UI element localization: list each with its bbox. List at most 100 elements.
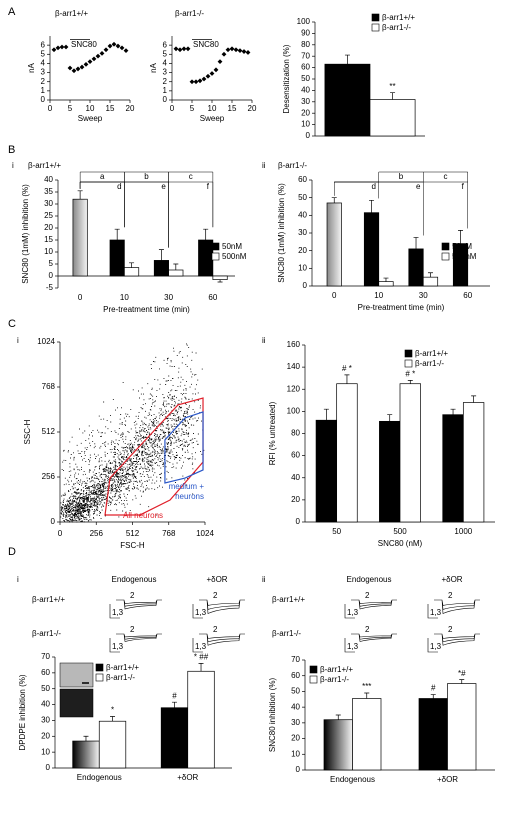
x-tick-label: 0 (78, 293, 83, 302)
y-tick-label: 25 (44, 211, 53, 220)
scale-bar (427, 638, 438, 653)
y-axis-label: SNC80 (1mM) inhibition (%) (21, 184, 30, 284)
x-tick-label: 0 (332, 291, 337, 300)
trace-label: 2 (365, 625, 370, 634)
error-bar (430, 694, 436, 699)
y-tick-label: 1024 (37, 337, 55, 346)
y-axis-label: nA (27, 62, 36, 72)
y-tick-label: 50 (298, 193, 307, 202)
trace-label: 2 (130, 625, 135, 634)
scale-bar (427, 604, 438, 619)
data-point (213, 67, 219, 73)
trace-label: 2 (130, 591, 135, 600)
scale-bar (344, 604, 355, 619)
y-tick-label: 5 (49, 259, 54, 268)
legend-swatch (309, 665, 318, 674)
subpanel-label: ii (262, 575, 266, 584)
legend-label: 50nM (222, 242, 242, 251)
data-point (83, 61, 89, 67)
bar (399, 383, 421, 523)
legend-swatch (371, 13, 380, 22)
legend-swatch (95, 673, 104, 682)
chart-title: β-arr1+/+ (55, 9, 88, 18)
y-tick-label: 40 (44, 175, 53, 184)
bar (379, 420, 401, 523)
y-tick-label: 5 (163, 49, 168, 58)
x-tick-label: 768 (162, 529, 176, 538)
y-tick-label: 30 (44, 199, 53, 208)
annotation: # * (405, 370, 415, 379)
x-tick-label: 5 (68, 104, 73, 113)
x-axis-label: Pre-treatment time (min) (103, 305, 190, 314)
data-point (185, 46, 191, 52)
y-tick-label: 0 (49, 271, 54, 280)
y-axis-label: SNC80 inhibition (%) (268, 678, 277, 753)
error-bar (450, 408, 456, 415)
y-tick-label: 60 (301, 63, 310, 72)
annotation: * ## (194, 652, 209, 661)
trace-label: 2 (213, 625, 218, 634)
gate-label: All neurons (123, 511, 163, 520)
current-trace (199, 599, 245, 614)
y-tick-label: 40 (301, 86, 310, 95)
current-trace (351, 633, 397, 642)
data-point (217, 59, 223, 64)
data-point (67, 65, 73, 71)
bracket-label: b (144, 172, 149, 181)
legend-label: β-arr1-/- (320, 675, 349, 684)
x-tick-label: 0 (58, 529, 63, 538)
legend-label: β-arr1-/- (382, 23, 411, 32)
bar (212, 275, 228, 280)
trace-label: 2 (448, 625, 453, 634)
error-bar (217, 279, 223, 283)
y-tick-label: 6 (163, 40, 168, 49)
bar (72, 740, 100, 769)
trace-column-label: Endogenous (112, 575, 157, 584)
data-point (75, 66, 81, 72)
bracket-label: a (100, 172, 105, 181)
y-tick-label: 3 (163, 68, 168, 77)
data-point (91, 56, 97, 62)
x-tick-label: 30 (164, 293, 173, 302)
gate-label: medium + neurons (168, 482, 204, 501)
data-point (205, 73, 211, 79)
y-tick-label: 20 (291, 734, 300, 743)
bar (352, 698, 382, 771)
error-bar (369, 199, 375, 213)
scale-bar (109, 638, 120, 653)
data-point (123, 48, 129, 54)
legend-label: β-arr1+/+ (415, 349, 448, 358)
bar (315, 419, 338, 523)
data-point (87, 59, 93, 64)
legend-swatch (441, 242, 450, 251)
annotation: *# (458, 669, 466, 678)
y-tick-label: 20 (291, 495, 300, 504)
error-bar (459, 679, 465, 684)
y-tick-label: 15 (44, 235, 53, 244)
x-tick-label: 20 (248, 104, 257, 113)
y-tick-label: 4 (163, 59, 168, 68)
gate-label-box: medium + neurons (168, 482, 204, 501)
bar (98, 720, 127, 769)
scale-label: 1,3 (430, 642, 442, 651)
scale-label: 1,3 (347, 642, 359, 651)
chart-title: β-arr1-/- (175, 9, 204, 18)
x-axis-label: Sweep (200, 114, 225, 123)
y-tick-label: 20 (44, 223, 53, 232)
legend-swatch (371, 23, 380, 32)
x-tick-label: 10 (86, 104, 95, 113)
bar (124, 267, 140, 277)
y-axis-label: SNC80 (1mM) inhibition (%) (277, 183, 286, 283)
x-tick-label: 5 (190, 104, 195, 113)
gate (104, 397, 204, 516)
data-point (119, 45, 125, 51)
current-trace (116, 599, 162, 610)
y-tick-label: 80 (301, 40, 310, 49)
error-bar (203, 228, 209, 240)
subpanel-label: ii (262, 336, 266, 345)
y-tick-label: 160 (287, 340, 301, 349)
y-tick-label: 100 (287, 406, 301, 415)
data-point (229, 46, 235, 52)
data-point (233, 47, 239, 53)
y-tick-label: 30 (301, 97, 310, 106)
